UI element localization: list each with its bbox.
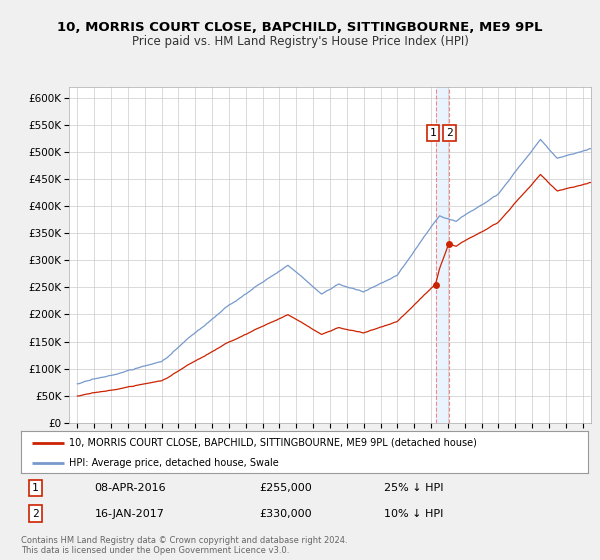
Text: 2: 2 xyxy=(446,128,453,138)
Text: 08-APR-2016: 08-APR-2016 xyxy=(95,483,166,493)
Text: 1: 1 xyxy=(32,483,38,493)
Text: 2: 2 xyxy=(32,508,38,519)
Text: £330,000: £330,000 xyxy=(259,508,312,519)
Text: HPI: Average price, detached house, Swale: HPI: Average price, detached house, Swal… xyxy=(69,458,279,468)
Text: £255,000: £255,000 xyxy=(259,483,312,493)
Text: Price paid vs. HM Land Registry's House Price Index (HPI): Price paid vs. HM Land Registry's House … xyxy=(131,35,469,48)
Text: 16-JAN-2017: 16-JAN-2017 xyxy=(95,508,164,519)
Text: Contains HM Land Registry data © Crown copyright and database right 2024.
This d: Contains HM Land Registry data © Crown c… xyxy=(21,536,347,556)
Bar xyxy=(436,87,449,423)
Text: 1: 1 xyxy=(430,128,436,138)
Text: 10% ↓ HPI: 10% ↓ HPI xyxy=(384,508,443,519)
Text: 25% ↓ HPI: 25% ↓ HPI xyxy=(384,483,443,493)
Text: 10, MORRIS COURT CLOSE, BAPCHILD, SITTINGBOURNE, ME9 9PL (detached house): 10, MORRIS COURT CLOSE, BAPCHILD, SITTIN… xyxy=(69,438,477,448)
Text: 10, MORRIS COURT CLOSE, BAPCHILD, SITTINGBOURNE, ME9 9PL: 10, MORRIS COURT CLOSE, BAPCHILD, SITTIN… xyxy=(57,21,543,34)
